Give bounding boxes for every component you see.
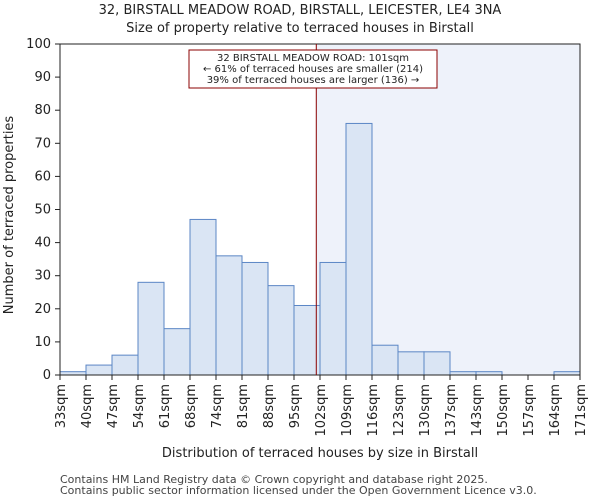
x-tick-label: 171sqm bbox=[574, 384, 589, 437]
x-tick-label: 68sqm bbox=[184, 384, 199, 428]
annotation-box bbox=[188, 49, 438, 89]
x-tick-label: 123sqm bbox=[392, 384, 407, 437]
x-tick-label: 40sqm bbox=[80, 384, 95, 428]
bar-102sqm bbox=[319, 261, 347, 376]
x-tick-label: 33sqm bbox=[54, 384, 69, 428]
bar-74sqm bbox=[215, 255, 243, 376]
bar-109sqm bbox=[345, 122, 373, 376]
chart-subtitle: Size of property relative to terraced ho… bbox=[126, 21, 474, 36]
y-tick-label: 50 bbox=[34, 203, 51, 218]
bar-81sqm bbox=[241, 261, 269, 376]
x-tick-label: 47sqm bbox=[106, 384, 121, 428]
x-tick-label: 88sqm bbox=[262, 384, 277, 428]
x-tick-label: 116sqm bbox=[366, 384, 381, 437]
y-tick-label: 60 bbox=[34, 169, 51, 184]
bar-54sqm bbox=[137, 281, 165, 376]
x-tick-label: 81sqm bbox=[236, 384, 251, 428]
annotation-line-3: 39% of terraced houses are larger (136) … bbox=[207, 75, 420, 86]
x-tick-label: 109sqm bbox=[340, 384, 355, 437]
x-tick-label: 130sqm bbox=[418, 384, 433, 437]
chart-title: 32, BIRSTALL MEADOW ROAD, BIRSTALL, LEIC… bbox=[99, 3, 502, 18]
plot-area: 0 10 20 30 40 50 60 70 80 90 100 33sqm 40sqm 47sqm 54s… bbox=[26, 37, 589, 437]
x-tick-label: 61sqm bbox=[158, 384, 173, 428]
y-tick-label: 30 bbox=[34, 269, 51, 284]
y-tick-label: 70 bbox=[34, 136, 51, 151]
y-tick-label: 0 bbox=[43, 368, 51, 383]
y-axis-label: Number of terraced properties bbox=[2, 116, 17, 315]
footer-licence: Contains public sector information licen… bbox=[60, 484, 537, 497]
bar-95sqm bbox=[293, 304, 321, 376]
bar-88sqm bbox=[267, 285, 295, 376]
x-tick-label: 137sqm bbox=[444, 384, 459, 437]
x-axis-label: Distribution of terraced houses by size … bbox=[162, 446, 478, 461]
y-tick-label: 20 bbox=[34, 302, 51, 317]
x-tick-label: 95sqm bbox=[288, 384, 303, 428]
bar-47sqm bbox=[111, 354, 139, 376]
histogram-chart: 32, BIRSTALL MEADOW ROAD, BIRSTALL, LEIC… bbox=[2, 3, 589, 461]
x-tick-label: 102sqm bbox=[314, 384, 329, 437]
bar-68sqm bbox=[189, 218, 217, 376]
y-tick-label: 90 bbox=[34, 70, 51, 85]
y-tick-label: 40 bbox=[34, 236, 51, 251]
x-tick-label: 143sqm bbox=[470, 384, 485, 437]
y-tick-label: 10 bbox=[34, 335, 51, 350]
y-tick-label: 80 bbox=[34, 103, 51, 118]
x-tick-label: 150sqm bbox=[496, 384, 511, 437]
x-tick-label: 74sqm bbox=[210, 384, 225, 428]
bar-123sqm bbox=[397, 351, 425, 376]
annotation-line-2: ← 61% of terraced houses are smaller (21… bbox=[203, 64, 423, 75]
annotation-line-1: 32 BIRSTALL MEADOW ROAD: 101sqm bbox=[217, 53, 409, 64]
y-tick-label: 100 bbox=[26, 37, 51, 52]
footer-copyright: Contains HM Land Registry data © Crown c… bbox=[60, 473, 488, 486]
bar-40sqm bbox=[85, 364, 113, 376]
x-tick-label: 164sqm bbox=[548, 384, 563, 437]
bar-130sqm bbox=[423, 351, 451, 376]
x-tick-label: 54sqm bbox=[132, 384, 147, 428]
bar-116sqm bbox=[371, 344, 399, 376]
bar-61sqm bbox=[163, 328, 191, 376]
x-tick-label: 157sqm bbox=[522, 384, 537, 437]
